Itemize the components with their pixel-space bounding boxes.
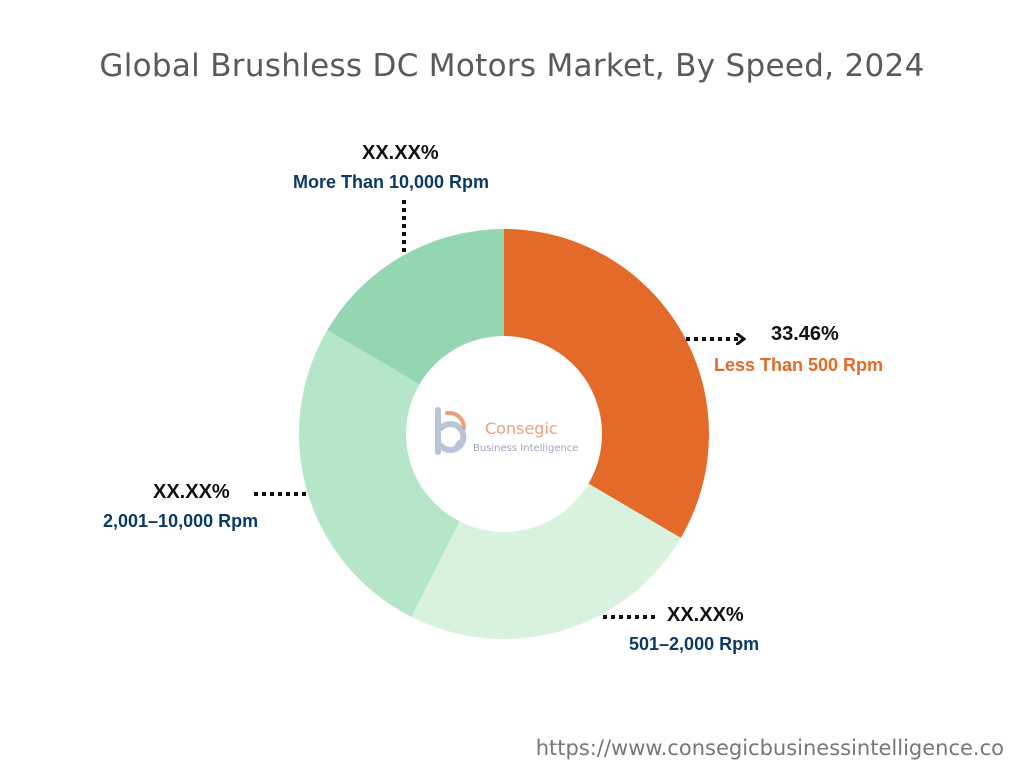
value-label-2001-10000: XX.XX% [153, 481, 230, 503]
chart-title: Global Brushless DC Motors Market, By Sp… [99, 48, 925, 84]
source-url: https://www.consegicbusinessintelligence… [535, 736, 1004, 760]
value-label-501-2000: XX.XX% [667, 604, 744, 626]
donut-slices [299, 228, 709, 639]
value-label-more-than-10000: XX.XX% [362, 142, 439, 164]
logo-subtitle: Business Intelligence [473, 443, 578, 454]
category-label-501-2000: 501–2,000 Rpm [629, 634, 759, 654]
slice-501-2000 [411, 483, 681, 639]
center-logo: Consegic Business Intelligence [435, 407, 578, 455]
category-label-less-than-500: Less Than 500 Rpm [714, 355, 883, 375]
category-label-2001-10000: 2,001–10,000 Rpm [103, 511, 258, 531]
slice-more-than-10000 [327, 228, 504, 385]
slice-less-than-500 [504, 229, 709, 538]
logo-mark-icon [435, 407, 467, 455]
value-label-less-than-500: 33.46% [771, 323, 839, 345]
logo-name: Consegic [485, 419, 558, 438]
category-label-more-than-10000: More Than 10,000 Rpm [293, 172, 489, 192]
slice-2001-10000 [299, 330, 460, 617]
